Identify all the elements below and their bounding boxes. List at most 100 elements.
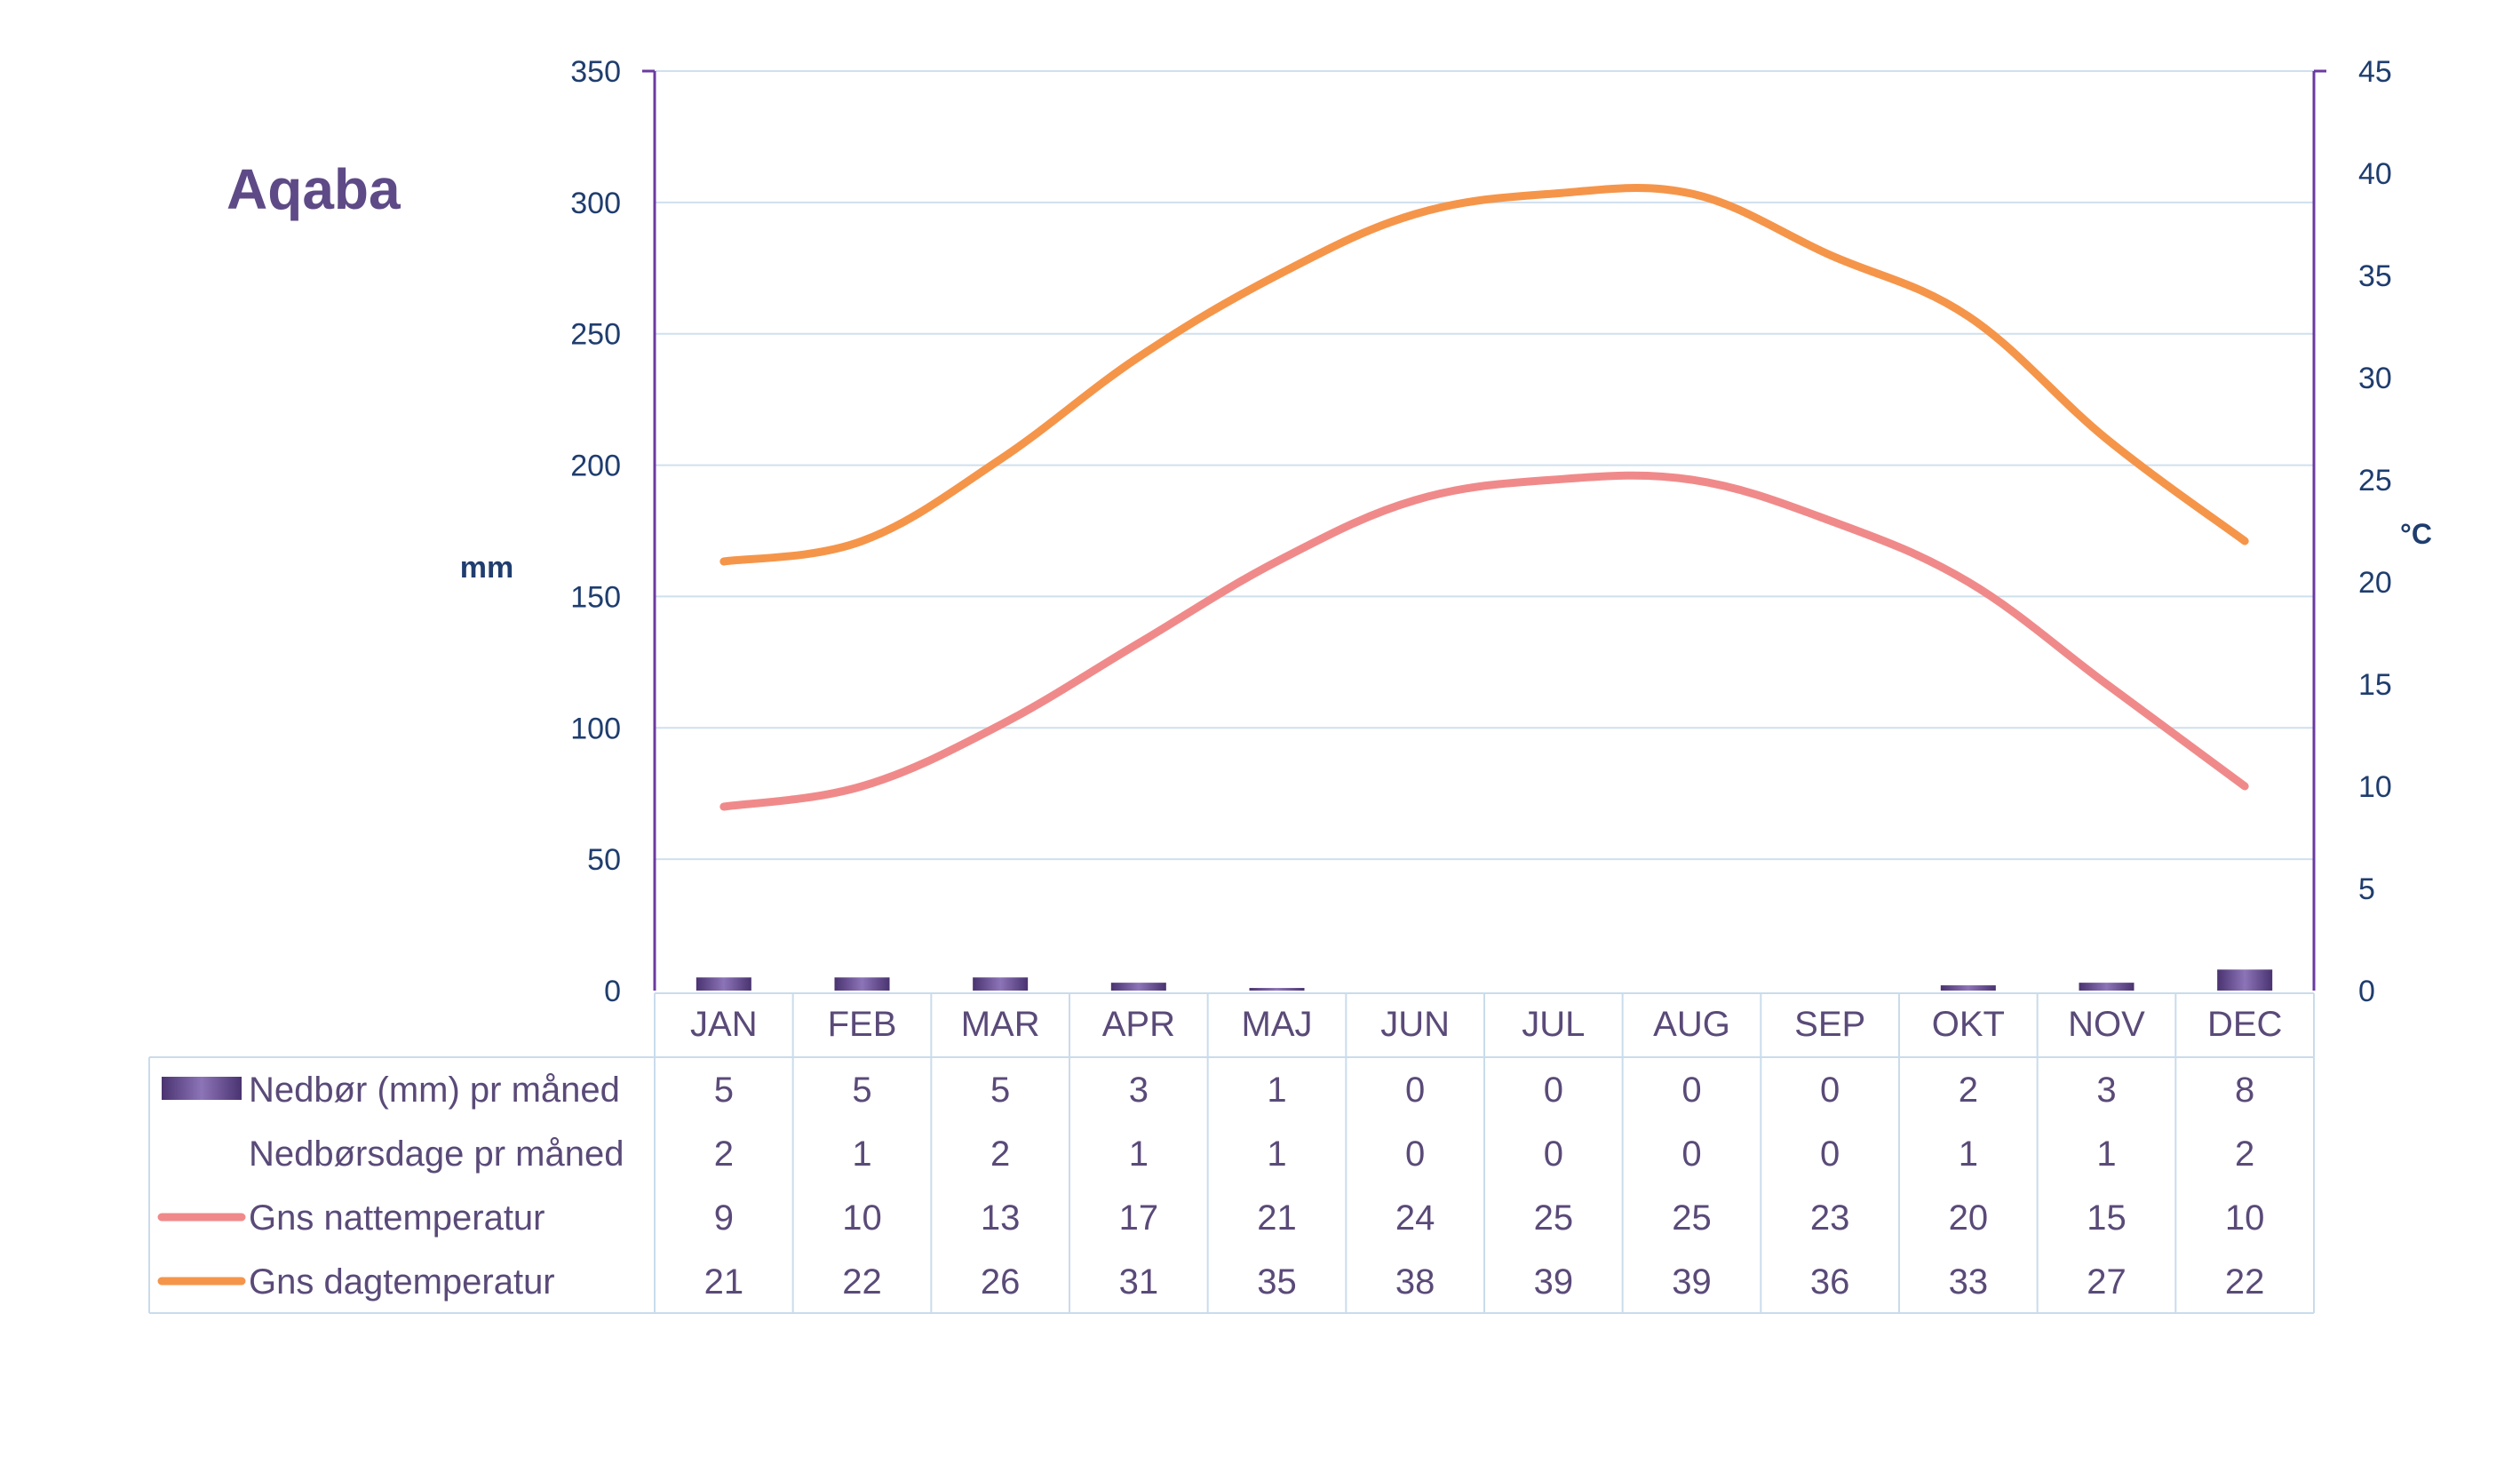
temperature-line — [719, 183, 2249, 566]
category-label: JAN — [690, 1005, 758, 1044]
table-cell: 31 — [1119, 1262, 1159, 1302]
table-cell: 25 — [1534, 1198, 1574, 1238]
table-cell: 21 — [704, 1262, 744, 1302]
table-cell: 2 — [2235, 1135, 2254, 1174]
table-cell: 1 — [1129, 1135, 1149, 1174]
right-tick-label: 25 — [2358, 464, 2392, 498]
table-cell: 22 — [842, 1262, 882, 1302]
table-cell: 39 — [1672, 1262, 1712, 1302]
table-cell: 21 — [1257, 1198, 1297, 1238]
precipitation-bar — [2079, 983, 2134, 991]
category-label: MAJ — [1242, 1005, 1313, 1044]
legend-label: Nedbør (mm) pr måned — [249, 1071, 620, 1110]
right-tick-label: 20 — [2358, 566, 2392, 600]
table-cell: 1 — [852, 1135, 871, 1174]
left-tick-label: 150 — [570, 580, 621, 614]
table-cell: 1 — [1267, 1071, 1286, 1110]
category-label: SEP — [1794, 1005, 1865, 1044]
category-label: MAR — [961, 1005, 1040, 1044]
table-cell: 20 — [1949, 1198, 1989, 1238]
table-cell: 10 — [2225, 1198, 2265, 1238]
table-cell: 27 — [2087, 1262, 2126, 1302]
table-cell: 25 — [1672, 1198, 1712, 1238]
table-cell: 5 — [990, 1071, 1010, 1110]
table-cell: 1 — [1267, 1135, 1286, 1174]
category-label: DEC — [2207, 1005, 2282, 1044]
table-cell: 10 — [842, 1198, 882, 1238]
table-cell: 15 — [2087, 1198, 2126, 1238]
right-tick-label: 45 — [2358, 55, 2392, 89]
table-cell: 0 — [1544, 1071, 1563, 1110]
gridlines — [655, 70, 2314, 861]
table-cell: 39 — [1534, 1262, 1574, 1302]
table-cell: 2 — [1959, 1071, 1978, 1110]
left-axis-label: mm — [460, 551, 513, 585]
right-tick-label: 40 — [2358, 157, 2392, 191]
precipitation-bar — [834, 977, 890, 991]
left-tick-label: 350 — [570, 55, 621, 89]
precipitation-bar — [973, 977, 1029, 991]
precipitation-bar — [1249, 988, 1305, 991]
data-table: JAN FEB MAR APR MAJ JUN JUL AUG SEP OKT NOV DEC Nedb… — [148, 992, 2315, 1314]
category-label: AUG — [1653, 1005, 1730, 1044]
right-tick-label: 15 — [2358, 668, 2392, 702]
left-tick-label: 100 — [570, 712, 621, 745]
table-cell: 23 — [1810, 1198, 1850, 1238]
table-cell: 33 — [1949, 1262, 1989, 1302]
table-cell: 0 — [1820, 1071, 1840, 1110]
table-cell: 13 — [981, 1198, 1021, 1238]
right-axis-label: °C — [2400, 518, 2432, 550]
left-tick-label: 50 — [587, 843, 621, 877]
legend-label: Gns dagtemperatur — [249, 1262, 555, 1302]
table-cell: 22 — [2225, 1262, 2265, 1302]
table-cell: 0 — [1544, 1135, 1563, 1174]
table-cell: 0 — [1681, 1071, 1701, 1110]
legend-key-bar — [162, 1077, 242, 1100]
table-cell: 3 — [1129, 1071, 1149, 1110]
table-cell: 2 — [714, 1135, 734, 1174]
table-cell: 9 — [714, 1198, 734, 1238]
table-cell: 3 — [2096, 1071, 2116, 1110]
precipitation-bar — [1940, 985, 1996, 991]
left-tick-label: 200 — [570, 450, 621, 483]
table-cell: 38 — [1395, 1262, 1435, 1302]
right-tick-label: 10 — [2358, 770, 2392, 804]
table-cell: 17 — [1119, 1198, 1159, 1238]
table-cell: 5 — [852, 1071, 871, 1110]
precipitation-bar — [696, 977, 751, 991]
table-cell: 5 — [714, 1071, 734, 1110]
category-label: FEB — [828, 1005, 897, 1044]
table-cell: 36 — [1810, 1262, 1850, 1302]
left-tick-label: 0 — [604, 975, 621, 1008]
right-tick-label: 0 — [2358, 975, 2375, 1008]
category-label: JUN — [1380, 1005, 1450, 1044]
right-tick-label: 5 — [2358, 872, 2375, 906]
table-cell: 1 — [1959, 1135, 1978, 1174]
table-cell: 26 — [981, 1262, 1021, 1302]
axes: 0 50 100 150 200 250 300 350 0 5 10 15 20 25 30 35 40 45 — [570, 55, 2392, 1008]
left-tick-label: 250 — [570, 318, 621, 352]
table-cell: 0 — [1681, 1135, 1701, 1174]
right-tick-label: 30 — [2358, 362, 2392, 395]
category-label: OKT — [1932, 1005, 2005, 1044]
table-cell: 0 — [1405, 1071, 1425, 1110]
table-cell: 1 — [2096, 1135, 2116, 1174]
table-cell: 2 — [990, 1135, 1010, 1174]
chart-title: Aqaba — [227, 157, 401, 221]
table-cell: 8 — [2235, 1071, 2254, 1110]
legend-label: Nedbørsdage pr måned — [249, 1135, 624, 1174]
precipitation-bars — [696, 969, 2273, 991]
precipitation-bar — [2217, 969, 2273, 991]
precipitation-bar — [1110, 983, 1166, 991]
table-cell: 24 — [1395, 1198, 1435, 1238]
table-cell: 0 — [1820, 1135, 1840, 1174]
left-tick-label: 300 — [570, 187, 621, 220]
legend-label: Gns nattemperatur — [249, 1198, 545, 1238]
category-label: NOV — [2068, 1005, 2145, 1044]
category-label: JUL — [1522, 1005, 1585, 1044]
temperature-lines — [719, 183, 2249, 811]
category-label: APR — [1102, 1005, 1175, 1044]
temperature-line — [719, 471, 2249, 811]
table-cell: 35 — [1257, 1262, 1297, 1302]
